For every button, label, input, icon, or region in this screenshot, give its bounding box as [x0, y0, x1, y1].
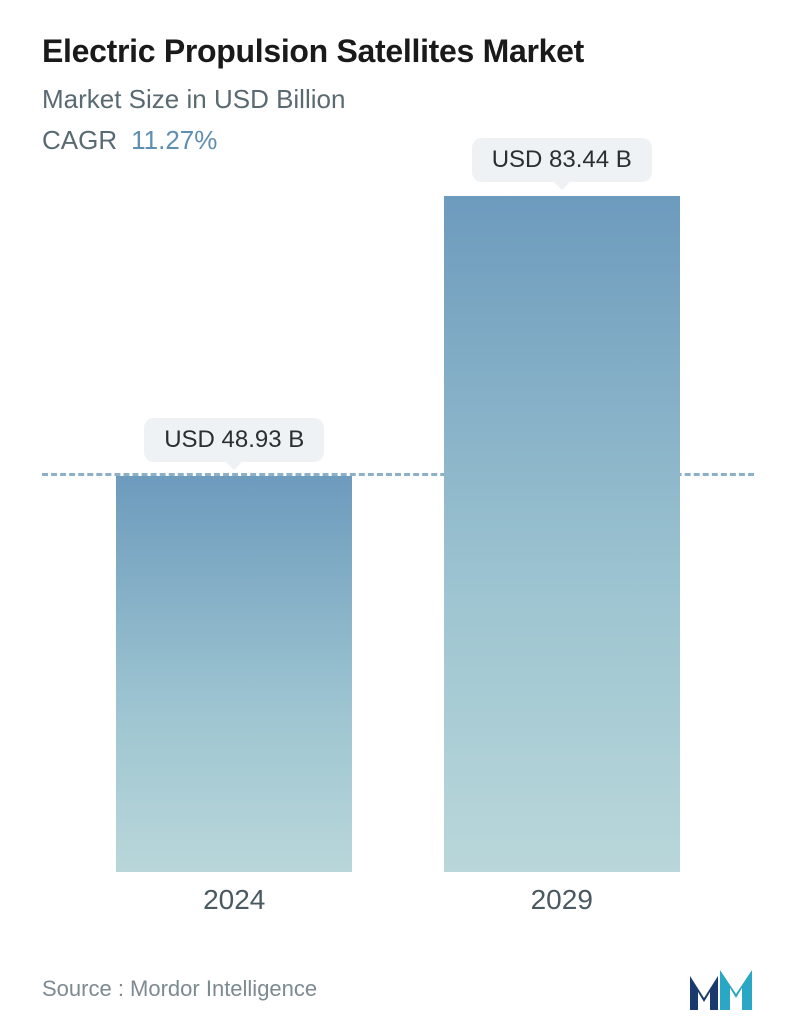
bar-2024 [116, 476, 352, 872]
logo-m-left [690, 976, 718, 1010]
chart-title: Electric Propulsion Satellites Market [42, 32, 754, 70]
chart-area: USD 48.93 B USD 83.44 B 2024 2029 [42, 196, 754, 964]
x-label-2029: 2029 [531, 884, 593, 916]
logo-m-right [720, 970, 752, 1010]
bar-2029 [444, 196, 680, 872]
chart-card: Electric Propulsion Satellites Market Ma… [0, 0, 796, 1034]
source-text: Source : Mordor Intelligence [42, 976, 317, 1002]
chart-subtitle: Market Size in USD Billion [42, 84, 754, 115]
x-axis-labels: 2024 2029 [42, 884, 754, 934]
chart-plot: USD 48.93 B USD 83.44 B [42, 196, 754, 872]
value-pill-2024: USD 48.93 B [144, 418, 324, 462]
chart-footer: Source : Mordor Intelligence [42, 964, 754, 1014]
mordor-logo-icon [690, 968, 754, 1010]
value-pill-2029: USD 83.44 B [472, 138, 652, 182]
cagr-label: CAGR [42, 125, 117, 156]
x-label-2024: 2024 [203, 884, 265, 916]
cagr-value: 11.27% [131, 125, 217, 156]
